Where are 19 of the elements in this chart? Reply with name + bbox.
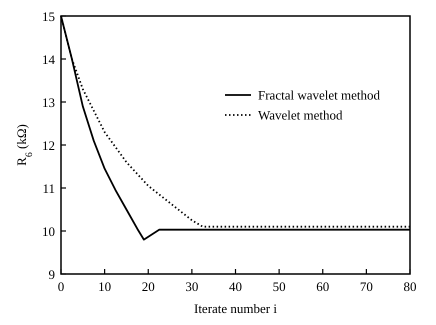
x-tick-label: 40 — [229, 279, 242, 294]
x-tick-label: 0 — [58, 279, 64, 294]
legend-label: Fractal wavelet method — [258, 88, 381, 102]
y-tick-label: 15 — [42, 9, 55, 24]
y-tick-label: 11 — [42, 181, 55, 196]
y-tick-label: 12 — [42, 138, 55, 153]
x-tick-label: 50 — [272, 279, 286, 294]
x-tick-label: 20 — [142, 279, 155, 294]
x-tick-label: 10 — [98, 279, 112, 294]
y-tick-label: 14 — [42, 52, 56, 67]
x-tick-label: 60 — [316, 279, 330, 294]
y-tick-label: 10 — [42, 224, 55, 239]
x-tick-label: 70 — [360, 279, 373, 294]
x-axis-title: Iterate number i — [194, 301, 278, 316]
y-tick-label: 9 — [48, 267, 55, 282]
y-tick-label: 13 — [42, 95, 55, 110]
x-tick-label: 30 — [185, 279, 198, 294]
x-tick-label: 80 — [404, 279, 416, 294]
legend-label: Wavelet method — [258, 108, 344, 122]
